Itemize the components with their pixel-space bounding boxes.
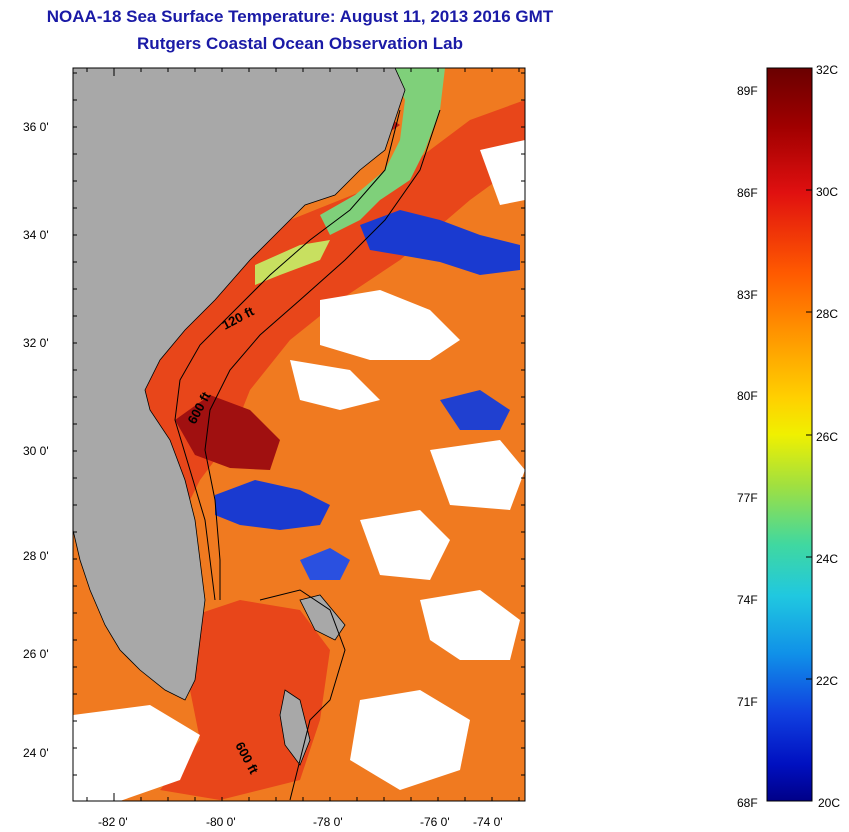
warm-south [160, 600, 330, 800]
graticule-ticks [73, 68, 525, 801]
celsius-label: 22C [816, 674, 838, 688]
colorbar [766, 67, 813, 802]
cold-patch-north [360, 210, 520, 275]
fahrenheit-label: 77F [737, 491, 758, 505]
fahrenheit-label: 86F [737, 186, 758, 200]
land-bahamas-andros [279, 689, 311, 766]
contour-600ft-south [259, 589, 346, 801]
map-title: NOAA-18 Sea Surface Temperature: August … [46, 7, 554, 26]
lat-tick-label: 34 0' [23, 228, 49, 242]
lat-tick-label: 36 0' [23, 120, 49, 134]
lat-tick-label: 28 0' [23, 549, 49, 563]
contour-600ft [204, 109, 441, 600]
fahrenheit-label: 89F [737, 84, 758, 98]
lon-tick-label: -78 0' [313, 815, 343, 829]
celsius-label: 20C [818, 796, 840, 810]
fahrenheit-label: 71F [737, 695, 758, 709]
cloud-area-1 [320, 290, 460, 360]
land-bahamas-abaco [299, 594, 346, 641]
lat-tick-label: 30 0' [23, 444, 49, 458]
map-panel [73, 68, 525, 801]
celsius-label: 28C [816, 307, 838, 321]
cloud-area-7 [73, 705, 200, 801]
celsius-label: 24C [816, 552, 838, 566]
celsius-label: 32C [816, 63, 838, 77]
cloud-area-8 [480, 140, 525, 205]
contour-120ft [174, 109, 401, 601]
celsius-label: 26C [816, 430, 838, 444]
cold-patch-mid [215, 480, 330, 530]
fahrenheit-label: 83F [737, 288, 758, 302]
lat-tick-label: 32 0' [23, 336, 49, 350]
map-frame [72, 67, 526, 802]
fahrenheit-label: 80F [737, 389, 758, 403]
cool-coastal-north [320, 68, 445, 235]
cloud-area-3 [430, 440, 525, 510]
cloud-area-6 [350, 690, 470, 790]
hot-core [175, 395, 280, 470]
land-southeast-us [73, 68, 406, 701]
colorbar-ticks [806, 67, 812, 802]
lat-tick-label: 26 0' [23, 647, 49, 661]
lon-tick-label: -82 0' [98, 815, 128, 829]
fahrenheit-label: 68F [737, 796, 758, 810]
celsius-label: 30C [816, 185, 838, 199]
cool-coastal-mid [255, 240, 330, 285]
lon-tick-label: -76 0' [420, 815, 450, 829]
cold-patch-east [440, 390, 510, 430]
fahrenheit-label: 74F [737, 593, 758, 607]
cloud-area-5 [420, 590, 520, 660]
cloud-area-2 [290, 360, 380, 410]
cold-patch-south [300, 548, 350, 580]
map-subtitle: Rutgers Coastal Ocean Observation Lab [137, 34, 463, 53]
lat-tick-label: 24 0' [23, 746, 49, 760]
lon-tick-label: -80 0' [206, 815, 236, 829]
lon-tick-label: -74 0' [473, 815, 503, 829]
cloud-area-4 [360, 510, 450, 580]
